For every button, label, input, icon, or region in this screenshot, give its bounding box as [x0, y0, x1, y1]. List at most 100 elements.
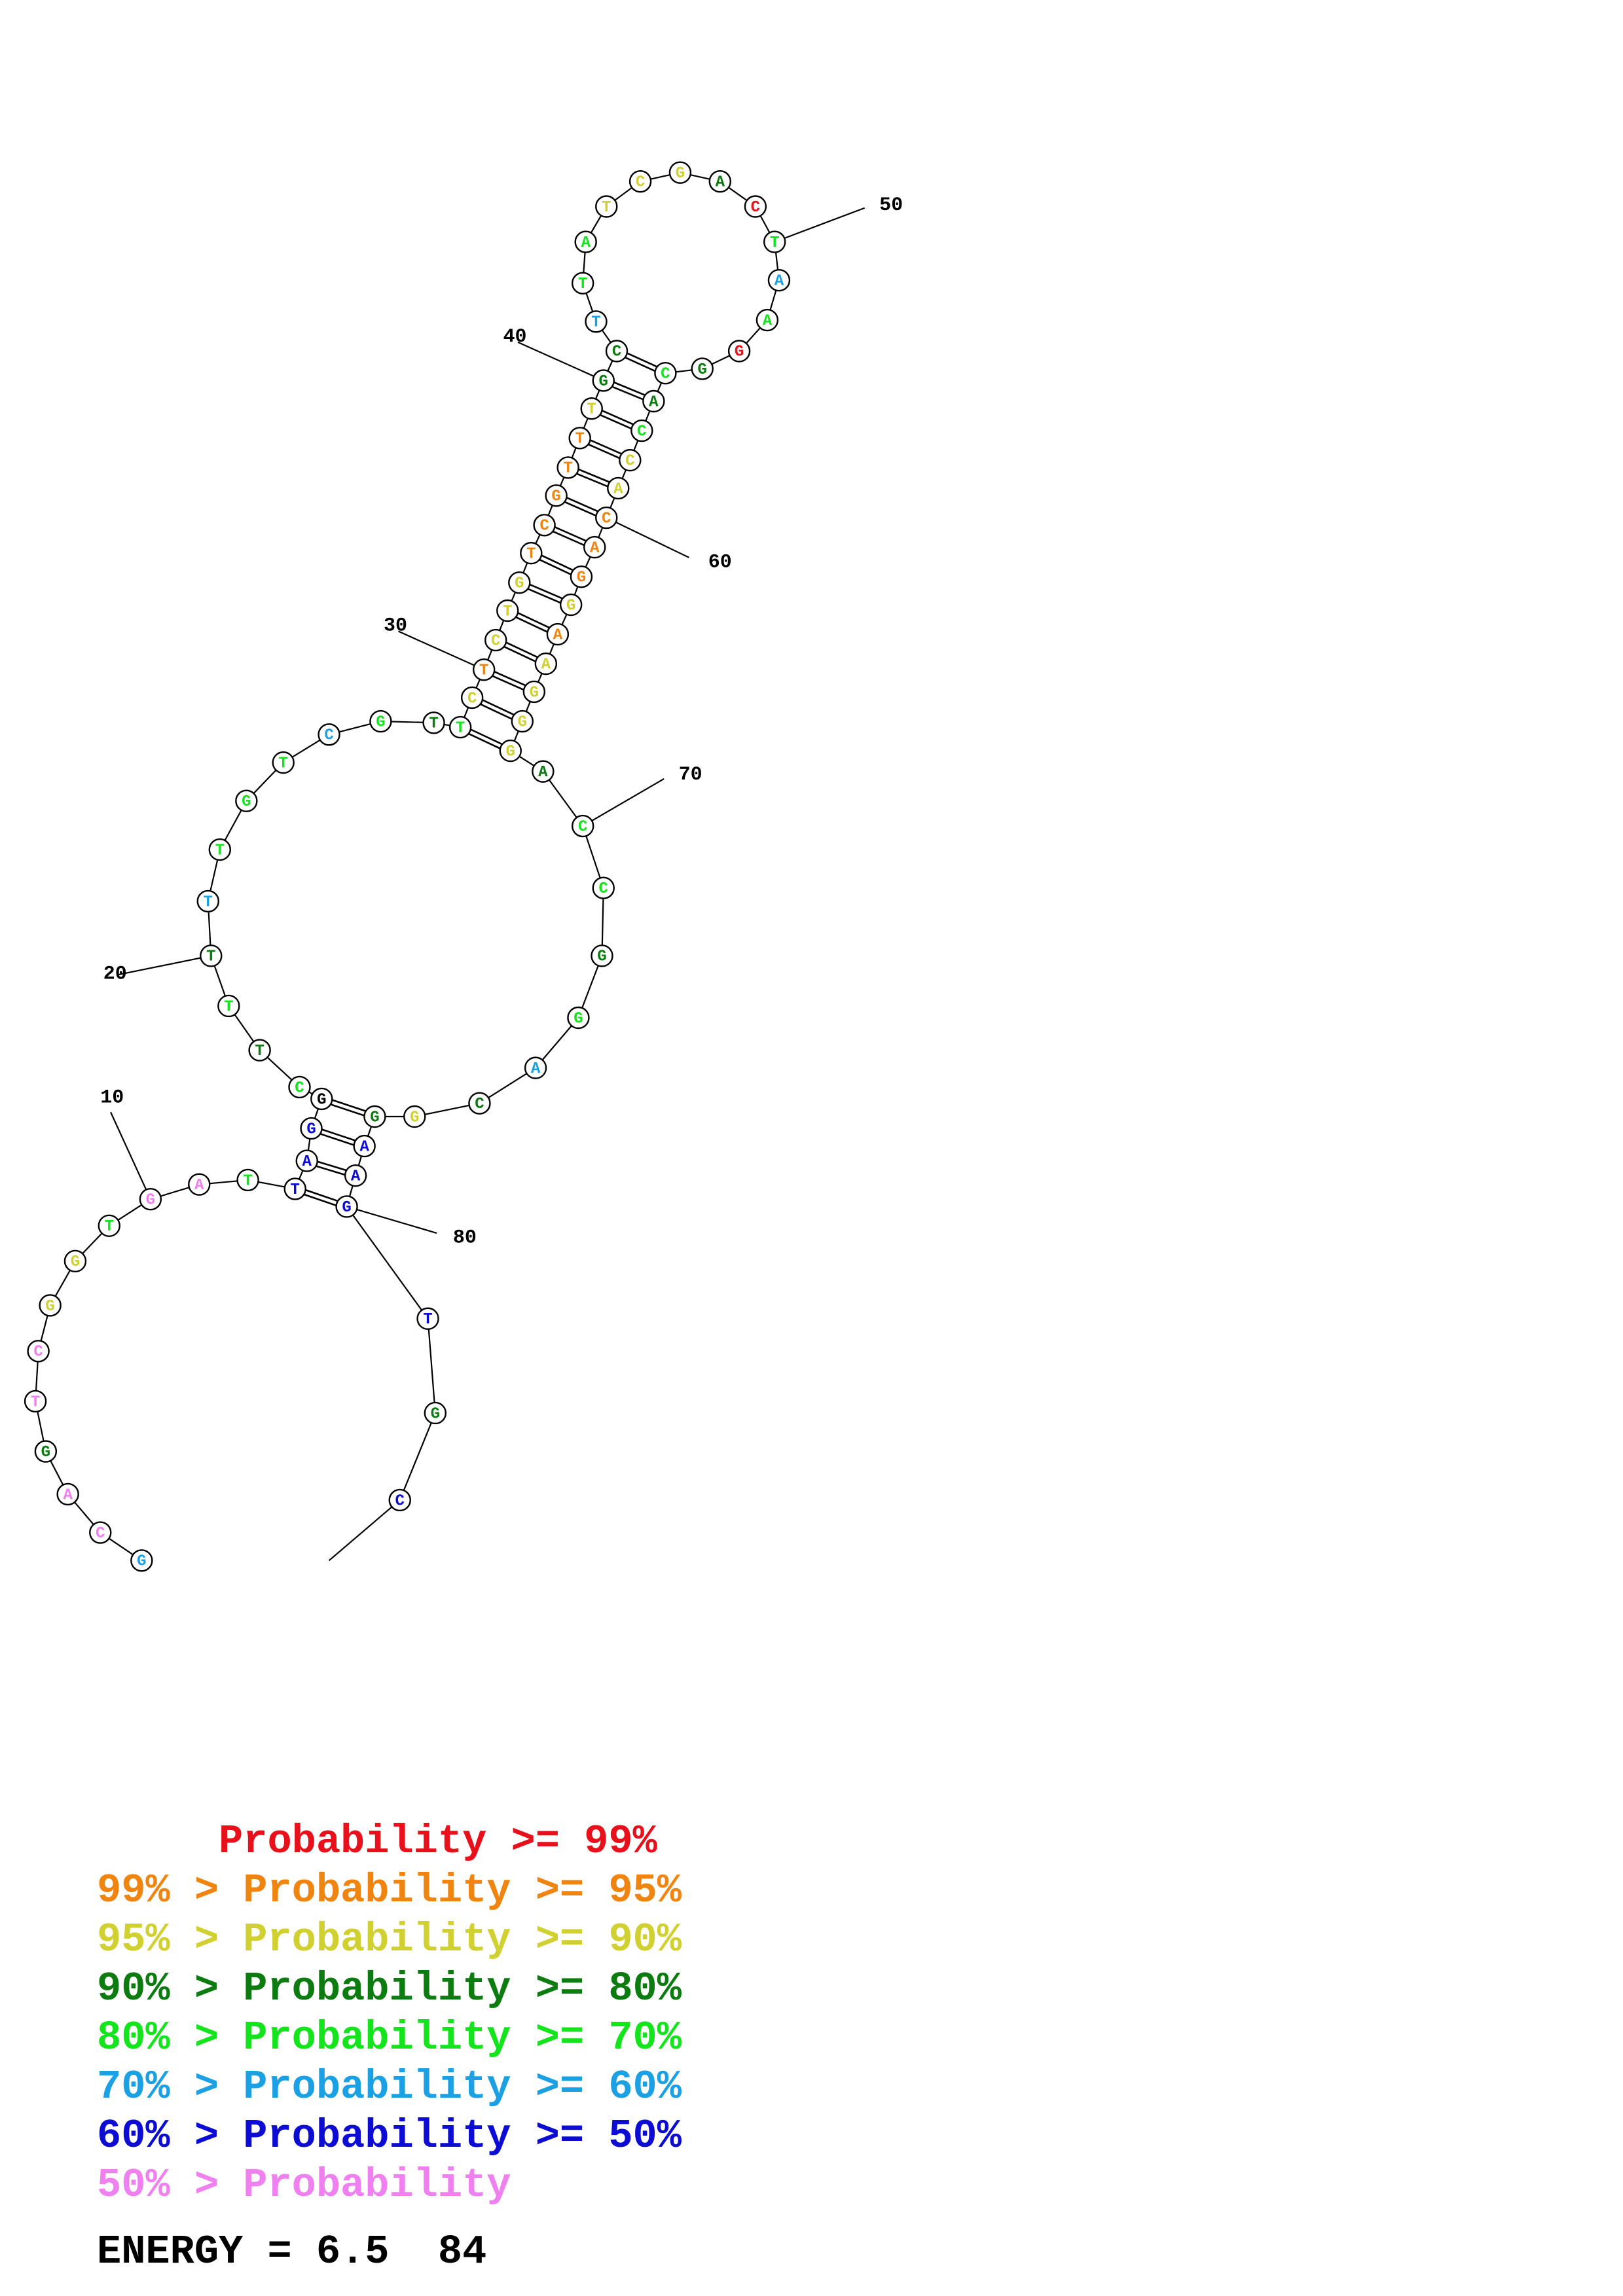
- nucleotide-circle: [545, 484, 568, 507]
- base-pair-bond: [480, 703, 513, 720]
- nucleotide-letter: C: [324, 727, 333, 745]
- nucleotide-letter: A: [359, 1138, 369, 1156]
- nucleotide-letter: T: [31, 1393, 40, 1411]
- nucleotide-circle: [508, 571, 531, 594]
- nucleotide-letter: A: [553, 626, 563, 644]
- nucleotide-circle: [595, 195, 618, 218]
- nucleotide-circle: [499, 739, 522, 762]
- nucleotide-circle: [139, 1188, 162, 1211]
- base-pair-bond: [576, 473, 608, 488]
- position-tick-line: [774, 207, 866, 243]
- nucleotide-letter: A: [649, 393, 659, 411]
- base-pair-bond: [304, 1193, 337, 1206]
- base-pair-bond: [564, 501, 596, 517]
- base-pair-bond: [482, 699, 515, 716]
- base-pair-bond: [600, 414, 632, 430]
- nucleotide-circle: [570, 565, 593, 588]
- base-pair-bond: [627, 352, 658, 368]
- position-label: 40: [503, 326, 526, 348]
- nucleotide-letter: G: [676, 165, 685, 183]
- nucleotide-circle: [363, 1105, 386, 1128]
- nucleotide-circle: [763, 230, 786, 253]
- nucleotide-letter: G: [506, 743, 515, 761]
- base-pair-bond: [566, 497, 598, 512]
- nucleotide-letter: C: [636, 174, 645, 192]
- position-tick-line: [110, 1111, 151, 1200]
- position-tick-line: [517, 341, 604, 382]
- nucleotide-circle: [235, 789, 258, 812]
- nucleotide-circle: [388, 1488, 411, 1512]
- nucleotide-letter: G: [518, 713, 527, 731]
- nucleotide-circle: [592, 876, 615, 899]
- nucleotide-letter: A: [351, 1168, 361, 1185]
- nucleotide-circle: [98, 1214, 120, 1237]
- nucleotide-letter: G: [342, 1199, 351, 1217]
- nucleotide-circle: [571, 272, 594, 295]
- nucleotide-letter: T: [602, 199, 611, 217]
- legend-entry-7: 60% > Probability >= 50%: [97, 2113, 682, 2159]
- nucleotide-letter: G: [410, 1109, 419, 1126]
- nucleotide-circle: [524, 1056, 547, 1079]
- nucleotide-circle: [424, 1401, 447, 1425]
- nucleotide-letter: A: [531, 1060, 541, 1078]
- nucleotide-letter: A: [302, 1153, 312, 1171]
- nucleotide-circle: [310, 1087, 333, 1111]
- nucleotide-circle: [767, 268, 791, 292]
- nucleotide-letter: G: [431, 1405, 440, 1423]
- base-pair-bond: [505, 641, 538, 658]
- nucleotide-letter: A: [613, 480, 623, 498]
- base-pair-bond: [539, 558, 572, 575]
- position-label: 50: [879, 194, 903, 217]
- nucleotide-letter: T: [587, 401, 596, 419]
- base-pair-bond: [611, 386, 644, 401]
- nucleotide-circle: [654, 361, 677, 385]
- nucleotide-circle: [520, 541, 543, 565]
- position-tick-line: [606, 517, 689, 558]
- base-pair-bond: [515, 616, 548, 633]
- base-pair-bond: [503, 645, 536, 662]
- nucleotide-circle: [568, 427, 591, 450]
- nucleotide-circle: [484, 628, 507, 652]
- base-pair-bond: [578, 468, 610, 483]
- nucleotide-letter: G: [698, 361, 707, 379]
- nucleotide-circle: [27, 1340, 50, 1363]
- nucleotide-circle: [592, 369, 615, 392]
- nucleotide-letter: C: [625, 452, 634, 470]
- nucleotide-circle: [533, 514, 556, 537]
- nucleotide-circle: [574, 230, 597, 253]
- nucleotide-circle: [532, 760, 555, 783]
- nucleotide-letter: T: [770, 234, 779, 252]
- nucleotide-circle: [300, 1117, 323, 1140]
- nucleotide-letter: T: [575, 431, 584, 448]
- nucleotide-letter: G: [551, 488, 560, 506]
- base-pair-bond: [470, 728, 503, 745]
- nucleotide-circle: [630, 419, 653, 442]
- backbone-segment: [328, 1499, 401, 1562]
- nucleotide-letter: G: [41, 1444, 50, 1462]
- nucleotide-circle: [335, 1195, 358, 1218]
- nucleotide-letter: G: [530, 684, 539, 702]
- base-pair-bond: [588, 443, 620, 459]
- legend-entry-1: Probability >= 99%: [97, 1818, 657, 1865]
- nucleotide-letter: C: [467, 690, 477, 708]
- nucleotide-circle: [619, 448, 642, 472]
- nucleotide-circle: [468, 1092, 491, 1115]
- base-pair-bond: [553, 530, 585, 547]
- nucleotide-letter: G: [577, 569, 586, 587]
- legend-entry-2: 99% > Probability >= 95%: [97, 1867, 682, 1914]
- legend-entry-6: 70% > Probability >= 60%: [97, 2064, 682, 2110]
- nucleotide-circle: [89, 1521, 112, 1544]
- nucleotide-letter: A: [716, 174, 725, 192]
- position-label: 20: [103, 963, 127, 985]
- nucleotide-circle: [248, 1039, 271, 1062]
- base-pair-bond: [317, 1160, 347, 1172]
- position-label: 10: [100, 1087, 124, 1109]
- nucleotide-circle: [591, 944, 613, 967]
- base-pair-bond: [529, 583, 563, 600]
- nucleotide-circle: [629, 170, 652, 193]
- base-pair-bond: [316, 1165, 346, 1176]
- nucleotide-letter: G: [566, 597, 575, 615]
- nucleotide-letter: T: [503, 603, 512, 620]
